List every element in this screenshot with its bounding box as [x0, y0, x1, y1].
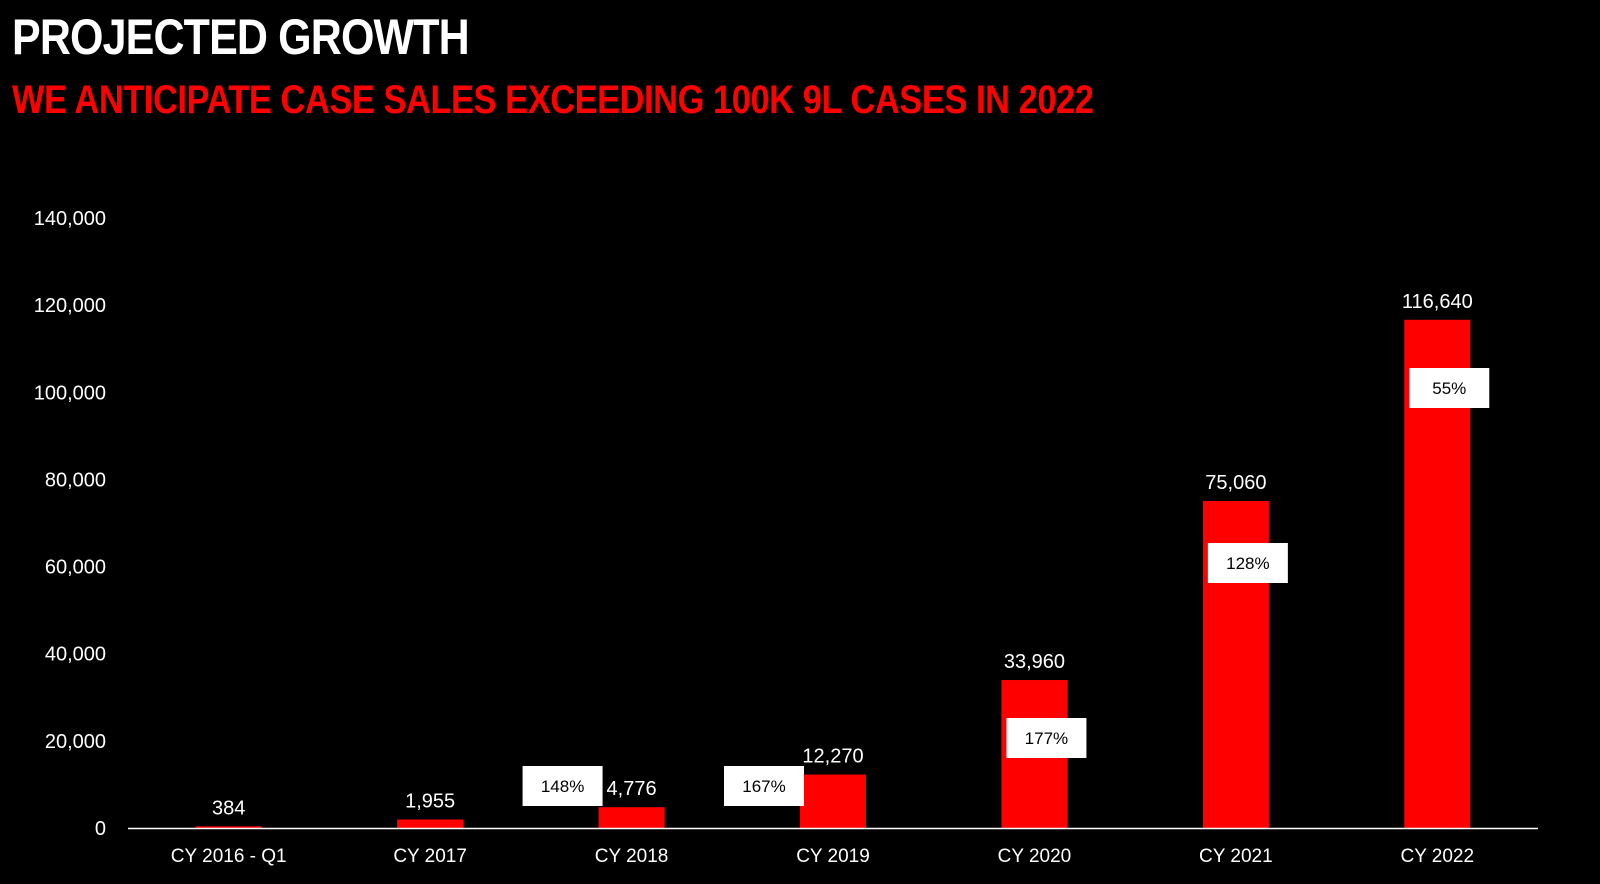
- growth-rate-box: [522, 766, 603, 806]
- bar: [800, 774, 866, 828]
- x-category-label: CY 2022: [1400, 846, 1474, 867]
- bar: [195, 826, 262, 828]
- growth-rate-box: [1006, 718, 1087, 758]
- growth-rate-label: 55%: [1432, 379, 1466, 398]
- y-tick-label: 140,000: [34, 208, 106, 230]
- x-category-label: CY 2017: [393, 846, 467, 867]
- x-category-label: CY 2016 - Q1: [171, 846, 287, 867]
- y-tick-label: 0: [95, 818, 106, 840]
- bar-value-label: 1,955: [405, 790, 455, 812]
- chart-title: PROJECTED GROWTH: [12, 9, 470, 65]
- y-tick-label: 100,000: [34, 382, 106, 404]
- y-tick-label: 80,000: [45, 469, 106, 491]
- bar: [598, 807, 665, 828]
- bar-value-label: 33,960: [1004, 651, 1065, 673]
- growth-rate-label: 128%: [1226, 554, 1269, 573]
- x-category-label: CY 2018: [595, 846, 669, 867]
- x-category-label: CY 2019: [796, 846, 870, 867]
- growth-rate-label: 167%: [742, 777, 785, 796]
- x-category-label: CY 2021: [1199, 846, 1273, 867]
- y-tick-label: 40,000: [45, 644, 106, 666]
- y-tick-label: 20,000: [45, 731, 106, 753]
- bar-value-label: 116,640: [1402, 291, 1473, 313]
- bar-value-label: 4,776: [607, 778, 657, 800]
- growth-rate-box: [1207, 543, 1288, 583]
- y-tick-label: 120,000: [34, 295, 106, 317]
- growth-rate-label: 148%: [541, 777, 584, 796]
- bar-value-label: 12,270: [802, 746, 863, 768]
- growth-rate-label: 177%: [1025, 729, 1068, 748]
- growth-rate-box: [1409, 368, 1490, 408]
- chart-subtitle: WE ANTICIPATE CASE SALES EXCEEDING 100K …: [12, 78, 1094, 122]
- x-category-label: CY 2020: [998, 846, 1072, 867]
- y-tick-label: 60,000: [45, 557, 106, 579]
- bar-value-label: 384: [212, 797, 245, 819]
- bar: [397, 819, 464, 828]
- bar-value-label: 75,060: [1205, 472, 1266, 494]
- growth-rate-box: [724, 766, 804, 806]
